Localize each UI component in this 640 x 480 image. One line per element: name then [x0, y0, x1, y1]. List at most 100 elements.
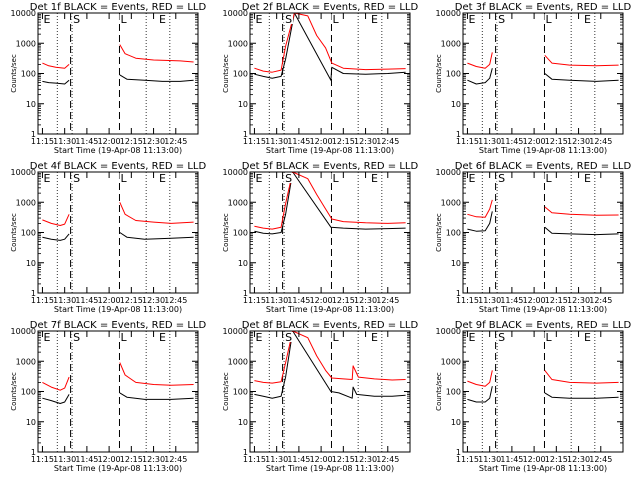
letter-background: [583, 332, 592, 342]
x-tick-label: 11:15: [456, 296, 479, 305]
event-letter: E: [43, 172, 50, 185]
plot-frame: [462, 171, 624, 294]
event-letter: E: [43, 331, 50, 344]
letter-background: [331, 173, 341, 183]
x-tick-label: 12:30: [567, 137, 590, 146]
x-tick-label: 11:30: [478, 137, 501, 146]
event-letter: S: [498, 172, 505, 185]
event-letter: S: [498, 331, 505, 344]
plot-frame: [249, 171, 411, 294]
x-tick-label: 12:30: [354, 137, 377, 146]
panel-title: Det 9f BLACK = Events, RED = LLD: [455, 320, 632, 331]
y-axis-label: Counts/sec: [435, 54, 443, 93]
x-tick-label: 12:45: [589, 137, 612, 146]
x-tick-label: 11:15: [456, 137, 479, 146]
x-tick-label: 11:45: [287, 455, 310, 464]
y-tick-label: 10: [451, 100, 461, 109]
event-letter: L: [332, 172, 339, 185]
x-tick-label: 12:30: [142, 296, 165, 305]
x-axis-label: Start Time (19-Apr-08 11:13:00): [479, 464, 607, 473]
lld-series-line: [254, 330, 406, 384]
plot-frame: [37, 330, 199, 453]
x-tick-label: 12:45: [164, 137, 187, 146]
event-letter: E: [584, 13, 591, 26]
event-letter: L: [120, 331, 127, 344]
panel-title: Det 2f BLACK = Events, RED = LLD: [242, 2, 419, 13]
x-tick-label: 12:45: [164, 455, 187, 464]
event-letter: S: [285, 331, 292, 344]
y-tick-label: 1000: [16, 39, 36, 48]
lld-series-line: [254, 12, 406, 73]
letter-background: [284, 332, 294, 342]
event-letter: L: [120, 172, 127, 185]
x-tick-label: 11:15: [243, 137, 266, 146]
plot-frame: [462, 12, 624, 135]
letter-background: [254, 332, 264, 342]
x-axis-label: Start Time (19-Apr-08 11:13:00): [266, 464, 394, 473]
letter-background: [583, 14, 592, 24]
y-tick-label: 10: [26, 418, 36, 427]
y-tick-label: 10000: [223, 327, 248, 336]
event-letter: S: [285, 172, 292, 185]
event-letter: E: [371, 172, 378, 185]
letter-background: [72, 14, 82, 24]
y-tick-label: 10: [26, 100, 36, 109]
x-tick-label: 11:15: [243, 296, 266, 305]
x-tick-label: 12:00: [523, 296, 546, 305]
letter-background: [284, 14, 294, 24]
y-axis-label: Counts/sec: [222, 54, 230, 93]
x-tick-label: 12:45: [376, 455, 399, 464]
y-tick-label: 100: [233, 229, 248, 238]
panel-title: Det 8f BLACK = Events, RED = LLD: [242, 320, 419, 331]
event-letter: E: [43, 13, 50, 26]
y-axis-label: Counts/sec: [222, 213, 230, 252]
events-series-line: [42, 232, 194, 241]
x-tick-label: 11:30: [478, 455, 501, 464]
y-tick-label: 10: [238, 100, 248, 109]
lld-series-line: [254, 171, 406, 230]
x-tick-label: 12:30: [142, 137, 165, 146]
letter-background: [583, 173, 592, 183]
x-tick-label: 12:30: [354, 296, 377, 305]
x-tick-label: 12:30: [142, 455, 165, 464]
x-tick-label: 12:15: [120, 296, 143, 305]
lld-series-line: [42, 202, 194, 226]
y-tick-label: 1: [243, 448, 248, 457]
y-axis-label: Counts/sec: [435, 372, 443, 411]
y-tick-label: 10: [238, 418, 248, 427]
y-tick-label: 1000: [228, 357, 248, 366]
y-tick-label: 1: [456, 289, 461, 298]
letter-background: [467, 173, 477, 183]
event-letter: S: [498, 13, 505, 26]
y-tick-label: 10: [451, 259, 461, 268]
event-letter: E: [255, 331, 262, 344]
x-tick-label: 11:45: [500, 296, 523, 305]
y-tick-label: 1000: [16, 357, 36, 366]
event-letter: E: [371, 331, 378, 344]
x-axis-label: Start Time (19-Apr-08 11:13:00): [479, 146, 607, 155]
letter-background: [72, 332, 82, 342]
x-tick-label: 12:15: [545, 455, 568, 464]
x-tick-label: 11:15: [31, 296, 54, 305]
events-series-line: [254, 171, 406, 235]
letter-background: [497, 332, 507, 342]
events-series-line: [42, 74, 194, 85]
y-tick-label: 10000: [436, 327, 461, 336]
letter-background: [158, 14, 167, 24]
x-tick-label: 12:15: [332, 455, 355, 464]
event-letter: L: [332, 331, 339, 344]
letter-background: [497, 14, 507, 24]
x-tick-label: 11:15: [31, 455, 54, 464]
x-tick-label: 12:00: [98, 137, 121, 146]
y-tick-label: 10000: [223, 168, 248, 177]
x-tick-label: 11:30: [53, 137, 76, 146]
event-letter: L: [120, 13, 127, 26]
x-axis-label: Start Time (19-Apr-08 11:13:00): [54, 464, 182, 473]
y-tick-label: 1: [31, 448, 36, 457]
x-tick-label: 12:00: [523, 137, 546, 146]
x-tick-label: 12:30: [567, 455, 590, 464]
x-tick-label: 12:00: [98, 455, 121, 464]
